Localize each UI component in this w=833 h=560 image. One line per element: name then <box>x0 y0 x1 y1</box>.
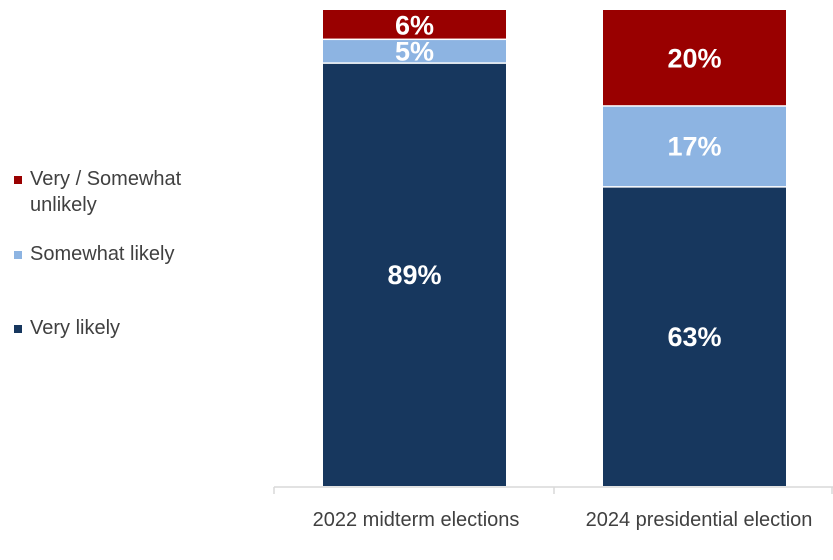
legend-swatch-very-likely <box>14 325 22 333</box>
data-label: 89% <box>387 260 441 290</box>
category-label-2022: 2022 midterm elections <box>312 509 520 531</box>
category-label-2024: 2024 presidential election <box>585 509 813 531</box>
data-label: 6% <box>395 10 434 40</box>
legend-label-very-likely: Very likely <box>30 317 121 339</box>
data-label: 63% <box>667 322 721 352</box>
bar-1-somewhat-likely <box>603 105 786 187</box>
bar-0-somewhat-likely <box>323 38 506 63</box>
bar-0-very-somewhat-unlikely <box>323 10 506 39</box>
data-label: 5% <box>395 36 434 66</box>
legend-swatch-unlikely <box>14 176 22 184</box>
legend-swatch-somewhat-likely <box>14 251 22 259</box>
legend-label-somewhat-likely: Somewhat likely <box>30 243 175 265</box>
bar-1-very-somewhat-unlikely <box>603 10 786 106</box>
bar-0-very-likely <box>323 62 506 487</box>
legend-item-somewhat-likely: Somewhat likely <box>14 241 250 267</box>
legend-item-very-likely: Very likely <box>14 315 250 341</box>
x-axis <box>273 486 833 494</box>
bar-1-very-likely <box>603 186 786 486</box>
segment-separator <box>323 37 506 41</box>
data-label: 17% <box>667 132 721 162</box>
legend-item-unlikely: Very / Somewhat unlikely <box>14 166 250 218</box>
legend-label-unlikely: Very / Somewhat unlikely <box>30 168 182 216</box>
bars-group: 89% 5%6% 63% 17% 20% <box>323 10 786 487</box>
data-label: 20% <box>667 44 721 74</box>
